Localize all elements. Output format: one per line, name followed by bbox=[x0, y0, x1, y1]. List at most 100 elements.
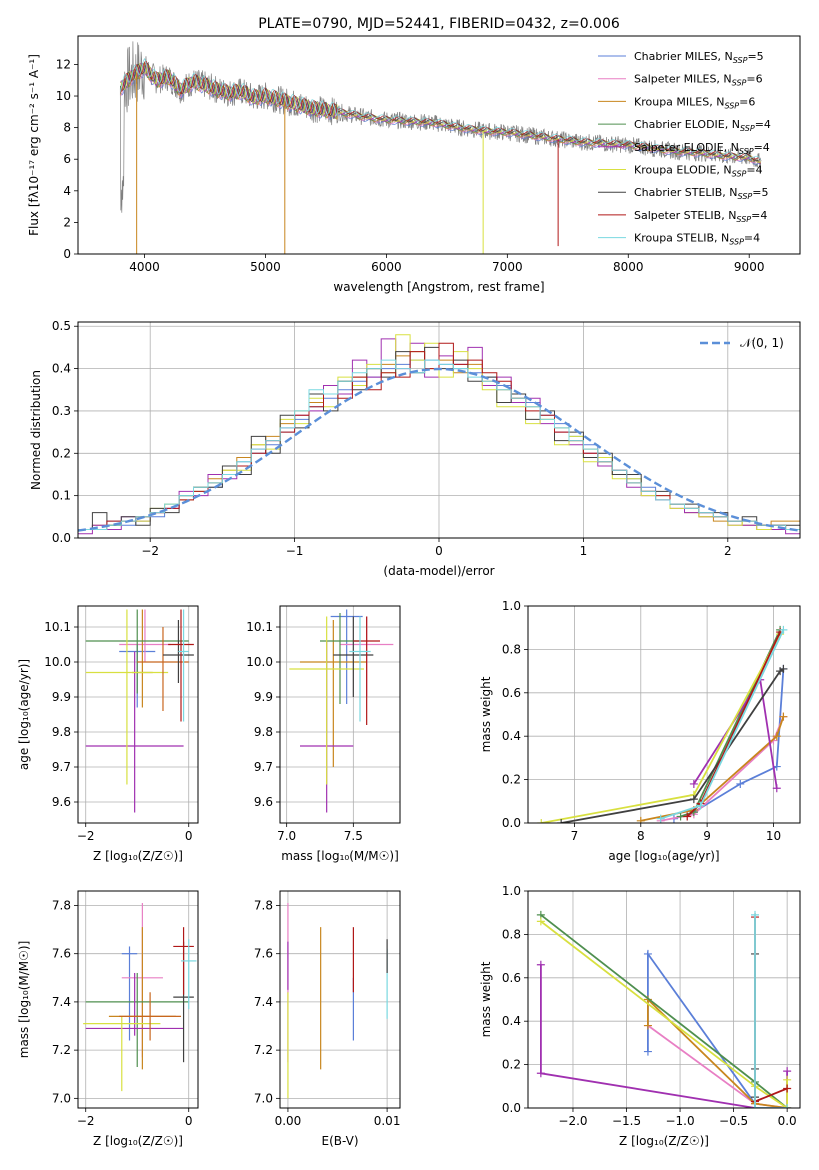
y-tick-label: 9.9 bbox=[52, 690, 71, 704]
y-tick-label: 2 bbox=[63, 215, 71, 229]
weight-line-3 bbox=[680, 629, 781, 818]
legend-entry: Kroupa STELIB, NSSP=4 bbox=[634, 232, 760, 247]
y-tick-label: 0.0 bbox=[52, 531, 71, 545]
axes-frame bbox=[527, 890, 801, 1109]
y-axis-label: mass weight bbox=[479, 961, 493, 1037]
panel-residuals: 𝒩(0, 1) −2 −1 0 1 2 0.0 0.1 0.2 0.3 0.4 0.5 (data-mo… bbox=[29, 319, 801, 578]
weight-marker bbox=[536, 960, 545, 969]
x-tick-label: 7.0 bbox=[277, 829, 296, 843]
plot-area bbox=[85, 609, 194, 813]
legend-entry: Salpeter ELODIE, NSSP=4 bbox=[634, 141, 770, 156]
x-tick-label: 2 bbox=[724, 544, 732, 558]
legend-entry: Salpeter MILES, NSSP=6 bbox=[634, 73, 763, 88]
x-axis-label: E(B-V) bbox=[321, 1134, 358, 1148]
x-tick-label: 10 bbox=[766, 829, 781, 843]
x-tick-label: −2 bbox=[77, 829, 95, 843]
y-tick-label: 7.8 bbox=[52, 898, 71, 912]
x-tick-label: 9000 bbox=[734, 260, 765, 274]
x-tick-label: −0.5 bbox=[719, 1114, 748, 1128]
x-axis-label: Z [log₁₀(Z/Z☉)] bbox=[93, 1134, 183, 1148]
errorbar-point bbox=[181, 939, 197, 1010]
y-tick-label: 0.6 bbox=[502, 971, 521, 985]
weight-marker bbox=[772, 732, 781, 741]
model-line-7 bbox=[120, 60, 761, 160]
weight-marker bbox=[536, 1069, 545, 1078]
weight-marker bbox=[779, 712, 788, 721]
y-tick-label: 10 bbox=[56, 89, 71, 103]
weight-marker bbox=[751, 910, 760, 919]
y-tick-label: 0 bbox=[63, 247, 71, 261]
y-tick-label: 0.4 bbox=[502, 729, 521, 743]
plot-area bbox=[536, 910, 792, 1108]
legend-entry: 𝒩(0, 1) bbox=[740, 336, 784, 350]
x-tick-label: 4000 bbox=[129, 260, 160, 274]
x-tick-label: 1 bbox=[580, 544, 588, 558]
legend-entry: Chabrier MILES, NSSP=5 bbox=[634, 50, 764, 65]
weight-line-8 bbox=[660, 629, 785, 820]
weight-line-2 bbox=[640, 716, 785, 822]
y-tick-label: 0.3 bbox=[52, 404, 71, 418]
y-axis-label: Normed distribution bbox=[29, 370, 43, 490]
x-tick-label: 0.00 bbox=[275, 1114, 302, 1128]
errorbar-point bbox=[85, 972, 184, 1036]
weight-marker bbox=[683, 812, 692, 821]
x-tick-label: 0 bbox=[185, 829, 193, 843]
y-tick-label: 0.8 bbox=[502, 927, 521, 941]
weight-marker bbox=[643, 1021, 652, 1030]
x-tick-label: 0.01 bbox=[374, 1114, 401, 1128]
weight-marker bbox=[783, 1067, 792, 1076]
x-axis-label: wavelength [Angstrom, rest frame] bbox=[333, 280, 544, 294]
y-tick-label: 7.4 bbox=[254, 995, 273, 1009]
errorbar-point bbox=[289, 616, 364, 785]
x-tick-label: −2 bbox=[77, 1114, 95, 1128]
y-axis-label: Flux [fλ10⁻¹⁷ erg cm⁻² s⁻¹ A⁻¹] bbox=[27, 54, 41, 236]
histogram-step-6 bbox=[78, 359, 800, 530]
errorbar-point bbox=[85, 609, 189, 694]
y-tick-label: 10.1 bbox=[246, 620, 273, 634]
weight-marker bbox=[696, 801, 705, 810]
x-axis-label: age [log₁₀(age/yr)] bbox=[608, 849, 719, 863]
y-axis-label: age [log₁₀(age/yr)] bbox=[17, 659, 31, 770]
plot-area bbox=[287, 903, 388, 1099]
y-tick-label: 0.1 bbox=[52, 489, 71, 503]
errorbar-point bbox=[85, 609, 169, 785]
errorbar-point bbox=[85, 651, 184, 813]
x-tick-label: 6000 bbox=[371, 260, 402, 274]
weight-marker bbox=[783, 1084, 792, 1093]
weight-line-2 bbox=[647, 997, 788, 1108]
y-tick-label: 0.2 bbox=[52, 446, 71, 460]
panel-massweight-vs-age: 7 8 9 10 0.0 0.2 0.4 0.6 0.8 1.0 age [log₁₀(age/yr… bbox=[479, 599, 801, 863]
y-axis-label: mass [log₁₀(M/M☉)] bbox=[17, 941, 31, 1059]
y-tick-label: 6 bbox=[63, 152, 71, 166]
y-tick-label: 7.0 bbox=[52, 1091, 71, 1105]
errorbar-point bbox=[119, 609, 171, 662]
panel-spectrum: Chabrier MILES, NSSP=5 Salpeter MILES, NS… bbox=[27, 16, 801, 294]
axes-frame bbox=[279, 890, 401, 1109]
x-tick-label: 7 bbox=[571, 829, 579, 843]
weight-marker bbox=[689, 795, 698, 804]
panel-massweight-vs-z: −2.0 −1.5 −1.0 −0.5 0.0 0.0 0.2 0.4 0.6 0.8 1.0 Z [… bbox=[479, 884, 801, 1148]
errorbar-point bbox=[137, 627, 189, 711]
weight-line-6 bbox=[561, 668, 784, 823]
x-tick-label: 7000 bbox=[492, 260, 523, 274]
errorbar-point bbox=[108, 927, 176, 1070]
legend: Chabrier MILES, NSSP=5 Salpeter MILES, NS… bbox=[598, 50, 771, 247]
errorbar-point bbox=[333, 616, 374, 697]
axes-frame bbox=[527, 605, 801, 824]
y-tick-label: 9.7 bbox=[52, 760, 71, 774]
weight-marker bbox=[751, 1104, 760, 1108]
y-tick-label: 0.8 bbox=[502, 642, 521, 656]
errorbar-point bbox=[300, 620, 367, 767]
y-tick-label: 10.1 bbox=[44, 620, 71, 634]
y-tick-label: 7.2 bbox=[52, 1043, 71, 1057]
x-tick-label: 8 bbox=[637, 829, 645, 843]
plot-area bbox=[78, 334, 800, 535]
weight-marker bbox=[783, 1104, 792, 1108]
weight-marker bbox=[636, 816, 645, 823]
weight-marker bbox=[536, 917, 545, 926]
weight-marker bbox=[643, 1047, 652, 1056]
errorbar-point bbox=[330, 609, 363, 704]
x-tick-label: 0 bbox=[185, 1114, 193, 1128]
x-tick-label: −1 bbox=[286, 544, 304, 558]
